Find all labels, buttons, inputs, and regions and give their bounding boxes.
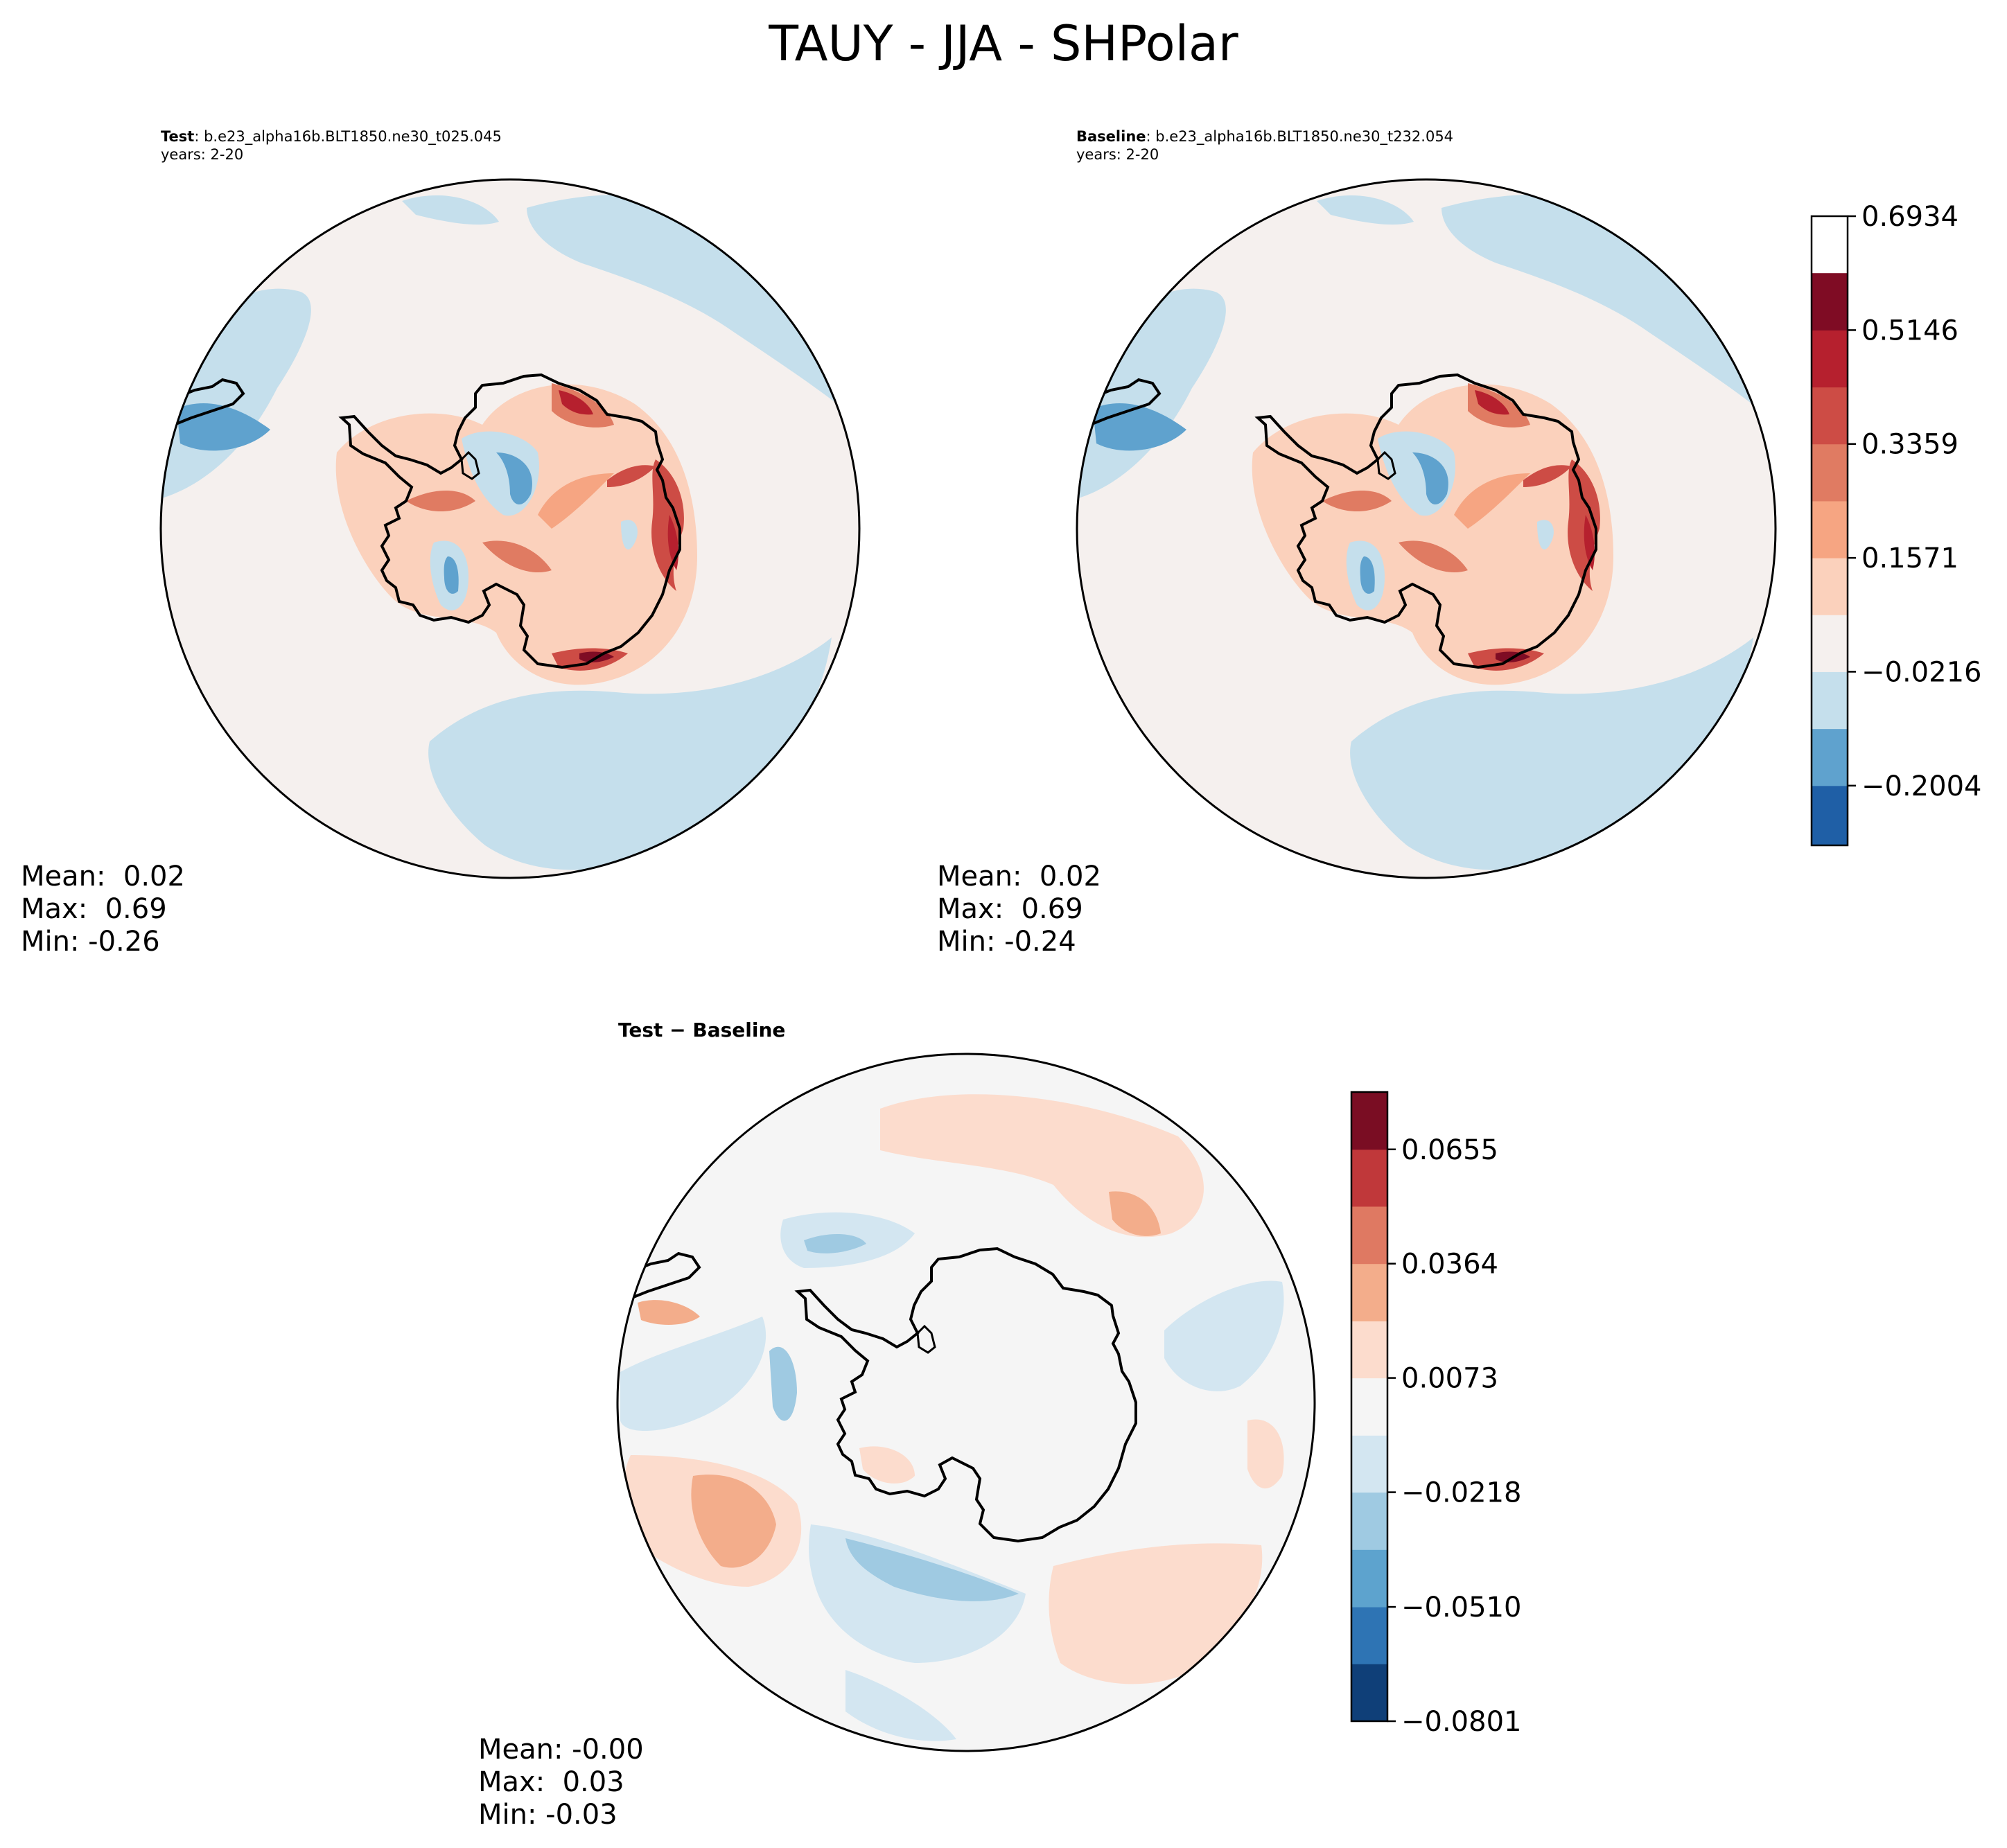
colorbar-main-tick-label: 0.1571: [1861, 543, 1958, 574]
diff-region-west-negative: [620, 1317, 766, 1431]
test-region-pacific-north: [402, 195, 499, 225]
baseline-mean: Mean: 0.02: [937, 861, 1101, 892]
test-region-pacific-south: [428, 637, 832, 870]
colorbar-main-tick-label: 0.5146: [1861, 315, 1958, 346]
diff-region-drake-positive: [638, 1300, 700, 1325]
colorbar-main-swatch: [1812, 387, 1848, 445]
colorbar-diff-swatch: [1351, 1664, 1387, 1722]
colorbar-main-tick-label: 0.6934: [1861, 201, 1958, 233]
colorbar-main-swatch: [1812, 671, 1848, 730]
colorbar-diff: −0.0801 −0.0510 −0.0218 0.0073 0.0364 0.0655: [1350, 1091, 1521, 1738]
diff-title: Test − Baseline: [618, 1019, 786, 1041]
colorbar-main-swatch: [1812, 443, 1848, 502]
colorbar-diff-swatch: [1351, 1492, 1387, 1550]
baseline-region-pacific-north: [1317, 195, 1414, 225]
test-antarctic-stress: [173, 373, 698, 685]
colorbar-main-swatch: [1812, 330, 1848, 388]
baseline-label: Baseline: [1076, 128, 1146, 145]
diff-region-east-negative: [1164, 1281, 1284, 1391]
diff-region-coast-positive: [859, 1446, 915, 1484]
colorbar-main-frame: [1810, 215, 1849, 847]
diff-min: Min: -0.03: [478, 1799, 617, 1831]
colorbar-diff-tick-label: −0.0801: [1401, 1706, 1521, 1738]
test-subtitle: Test: b.e23_alpha16b.BLT1850.ne30_t025.0…: [161, 127, 502, 164]
diff-region-atlantic-positive-core: [691, 1475, 776, 1568]
colorbar-diff-tick-label: 0.0073: [1401, 1363, 1498, 1395]
test-years: years: 2-20: [161, 146, 244, 163]
test-case: : b.e23_alpha16b.BLT1850.ne30_t025.045: [194, 128, 502, 145]
diff-map-border: [616, 1053, 1316, 1752]
colorbar-diff-frame: [1350, 1091, 1389, 1723]
test-map-border: [159, 178, 861, 879]
colorbar-main-swatch: [1812, 728, 1848, 786]
colorbar-main-tick-label: −0.0216: [1861, 656, 1981, 688]
test-min: Min: -0.26: [21, 926, 160, 958]
test-label: Test: [161, 128, 195, 145]
colorbar-diff-swatch: [1351, 1263, 1387, 1321]
diff-stats: Mean: -0.00 Max: 0.03 Min: -0.03: [478, 1734, 644, 1831]
baseline-antarctic-stress: [1089, 373, 1613, 685]
test-max: Max: 0.69: [21, 893, 167, 925]
colorbar-diff-swatch: [1351, 1321, 1387, 1379]
figure-title: TAUY - JJA - SHPolar: [769, 15, 1238, 72]
baseline-map: [1077, 179, 1776, 878]
diff-region-north-negative-core: [804, 1233, 866, 1253]
colorbar-diff-swatch: [1351, 1206, 1387, 1265]
colorbar-main-tick-label: 0.3359: [1861, 429, 1958, 461]
colorbar-diff-tick-label: −0.0218: [1401, 1477, 1521, 1509]
diff-region-west-negative-core: [769, 1346, 797, 1421]
diff-region-indian-positive-core: [1109, 1191, 1161, 1236]
colorbar-main-swatch: [1812, 273, 1848, 331]
test-mean: Mean: 0.02: [21, 861, 185, 892]
colorbar-main-swatch: [1812, 615, 1848, 672]
test-stats: Mean: 0.02 Max: 0.69 Min: -0.26: [21, 861, 185, 958]
baseline-stats: Mean: 0.02 Max: 0.69 Min: -0.24: [937, 861, 1101, 958]
colorbar-diff-swatch: [1351, 1092, 1387, 1150]
diff-mean: Mean: -0.00: [478, 1734, 644, 1766]
diff-max: Max: 0.03: [478, 1766, 624, 1798]
diff-region-east-positive: [1247, 1419, 1284, 1489]
colorbar-main-swatch: [1812, 785, 1848, 846]
colorbar-diff-swatch: [1351, 1149, 1387, 1207]
baseline-region-pacific-south: [1350, 637, 1753, 870]
colorbar-diff-swatch: [1351, 1607, 1387, 1664]
colorbar-main-swatch: [1812, 558, 1848, 615]
diff-region-pacific-positive: [1049, 1543, 1263, 1684]
colorbar-diff-swatch: [1351, 1549, 1387, 1608]
baseline-min: Min: -0.24: [937, 926, 1076, 958]
colorbar-main: −0.2004 −0.0216 0.1571 0.3359 0.5146 0.6934: [1810, 201, 1981, 847]
colorbar-diff-swatch: [1351, 1435, 1387, 1493]
colorbar-diff-tick-label: 0.0364: [1401, 1249, 1498, 1281]
baseline-map-border: [1076, 178, 1777, 879]
test-map: [161, 179, 859, 878]
baseline-case: : b.e23_alpha16b.BLT1850.ne30_t232.054: [1146, 128, 1454, 145]
colorbar-diff-tick-label: −0.0510: [1401, 1592, 1521, 1623]
baseline-years: years: 2-20: [1076, 146, 1159, 163]
baseline-max: Max: 0.69: [937, 893, 1083, 925]
diff-region-south-negative-core: [845, 1538, 1019, 1601]
diff-map: [617, 1054, 1315, 1751]
colorbar-diff-tick-label: 0.0655: [1401, 1134, 1498, 1166]
colorbar-main-tick-label: −0.2004: [1861, 771, 1981, 802]
colorbar-main-swatch: [1812, 500, 1848, 558]
diff-region-southwest-negative: [845, 1670, 956, 1741]
baseline-subtitle: Baseline: b.e23_alpha16b.BLT1850.ne30_t2…: [1076, 127, 1453, 164]
colorbar-diff-swatch: [1351, 1378, 1387, 1436]
